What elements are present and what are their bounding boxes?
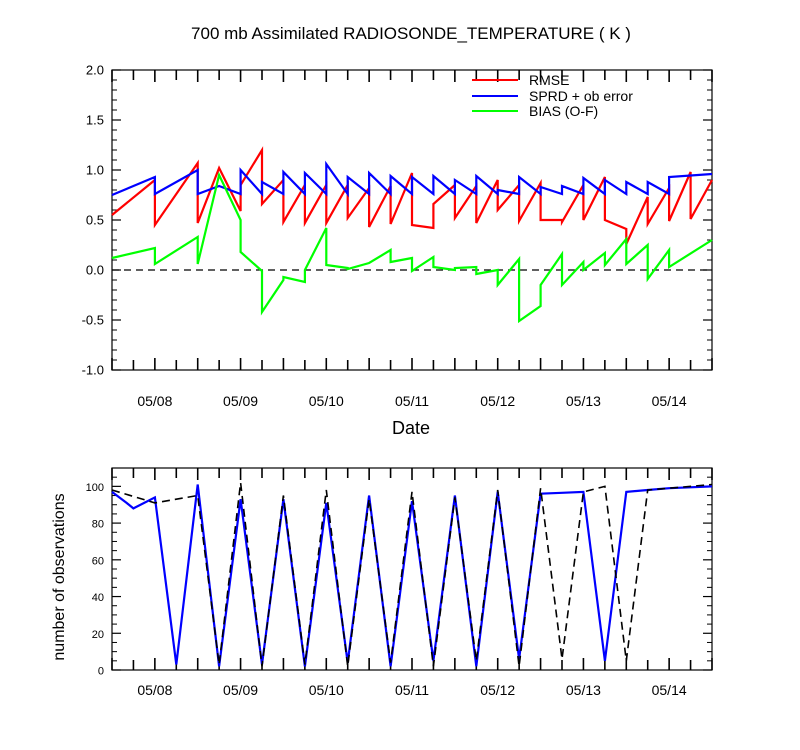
top-chart-title: 700 mb Assimilated RADIOSONDE_TEMPERATUR… — [191, 24, 631, 43]
bottom-plot-area: 0 20 40 60 80 100 05/08 05/09 05/10 05/11 05/12 05/… — [86, 467, 713, 698]
legend-label-rmse: RMSE — [529, 72, 569, 88]
legend-label-bias: BIAS (O-F) — [529, 103, 598, 119]
top-xtick-label: 05/10 — [309, 393, 344, 409]
bottom-ytick-label: 0 — [98, 666, 104, 678]
top-series-rmse — [111, 146, 713, 245]
top-ytick-label: 1.5 — [86, 113, 104, 128]
top-ytick-label: 0.0 — [86, 263, 104, 278]
top-xtick-label: 05/11 — [395, 393, 429, 409]
top-xtick-label: 05/14 — [652, 393, 687, 409]
top-plot-area: -1.0 -0.5 0.0 0.5 1.0 1.5 2.0 05/08 05/09 05/10 05… — [82, 63, 713, 409]
bottom-xtick-label: 05/14 — [652, 682, 687, 698]
top-xtick-label: 05/09 — [223, 393, 258, 409]
legend: RMSE SPRD + ob error BIAS (O-F) — [472, 72, 633, 119]
bottom-xtick-label: 05/08 — [137, 682, 172, 698]
top-xtick-label: 05/13 — [566, 393, 601, 409]
top-series-sprd-ob-error — [111, 160, 713, 198]
top-ytick-label: 2.0 — [86, 63, 104, 78]
bottom-series-used — [111, 484, 713, 667]
bottom-ytick-label: 80 — [92, 519, 104, 531]
bottom-series-possible — [111, 482, 713, 667]
bottom-xtick-label: 05/11 — [395, 682, 429, 698]
bottom-ytick-label: 20 — [92, 629, 104, 641]
top-ytick-label: 0.5 — [86, 213, 104, 228]
bottom-ytick-label: 40 — [92, 592, 104, 604]
bottom-xtick-label: 05/12 — [480, 682, 515, 698]
bottom-ytick-label: 60 — [92, 555, 104, 567]
bottom-chart-ylabel: number of observations — [51, 493, 68, 660]
top-ytick-label: -0.5 — [82, 313, 104, 328]
top-ytick-label: 1.0 — [86, 163, 104, 178]
top-chart-xlabel: Date — [392, 418, 430, 438]
top-ytick-label: -1.0 — [82, 363, 104, 378]
top-series-bias-o-f — [111, 171, 713, 324]
bottom-xtick-label: 05/09 — [223, 682, 258, 698]
bottom-ytick-label: 100 — [86, 482, 104, 494]
bottom-xtick-label: 05/13 — [566, 682, 601, 698]
top-xtick-label: 05/12 — [480, 393, 515, 409]
top-xtick-label: 05/08 — [137, 393, 172, 409]
legend-label-sprd: SPRD + ob error — [529, 88, 633, 104]
bottom-xtick-label: 05/10 — [309, 682, 344, 698]
